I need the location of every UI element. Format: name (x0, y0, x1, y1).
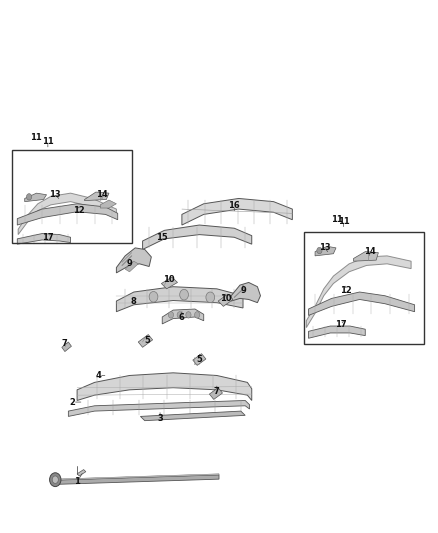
Circle shape (168, 312, 173, 318)
Circle shape (177, 312, 182, 318)
Polygon shape (53, 475, 219, 484)
Text: 14: 14 (364, 247, 375, 256)
Polygon shape (68, 400, 250, 416)
Circle shape (206, 292, 215, 303)
Text: 11: 11 (338, 217, 350, 226)
Polygon shape (209, 387, 223, 399)
Circle shape (180, 289, 188, 300)
Polygon shape (77, 470, 86, 476)
Text: 12: 12 (73, 206, 84, 215)
Polygon shape (162, 309, 204, 324)
Circle shape (194, 312, 200, 318)
Polygon shape (231, 282, 261, 303)
Polygon shape (125, 261, 138, 272)
Text: 15: 15 (156, 233, 168, 242)
Polygon shape (306, 256, 411, 328)
Polygon shape (193, 354, 206, 366)
Text: 7: 7 (214, 387, 220, 396)
Bar (304, 232, 424, 344)
Polygon shape (315, 246, 336, 256)
Polygon shape (53, 474, 219, 480)
Polygon shape (138, 335, 152, 348)
Text: 5: 5 (144, 336, 150, 345)
Text: 16: 16 (228, 201, 240, 210)
Text: 11: 11 (42, 137, 54, 146)
Polygon shape (77, 373, 252, 400)
Polygon shape (308, 292, 415, 316)
Text: 5: 5 (196, 355, 202, 364)
Text: 13: 13 (49, 190, 61, 199)
Polygon shape (25, 193, 46, 201)
Bar (12, 150, 132, 243)
Circle shape (52, 476, 58, 483)
Polygon shape (308, 326, 365, 338)
Text: 9: 9 (127, 260, 132, 268)
Polygon shape (182, 198, 292, 225)
Text: 4: 4 (96, 371, 102, 380)
Polygon shape (18, 193, 117, 235)
Text: 6: 6 (179, 312, 185, 321)
Text: 10: 10 (220, 294, 231, 303)
Text: 8: 8 (131, 296, 137, 305)
Text: 17: 17 (42, 233, 54, 242)
Text: 14: 14 (96, 190, 108, 199)
Text: 11: 11 (331, 215, 343, 224)
Text: 3: 3 (157, 414, 163, 423)
Polygon shape (62, 342, 71, 352)
Text: 12: 12 (340, 286, 351, 295)
Circle shape (186, 312, 191, 318)
Text: 9: 9 (240, 286, 246, 295)
Text: 11: 11 (30, 133, 42, 142)
Polygon shape (117, 287, 243, 312)
Text: 13: 13 (319, 244, 331, 253)
Circle shape (26, 193, 32, 200)
Circle shape (49, 473, 61, 487)
Polygon shape (141, 411, 245, 421)
Polygon shape (117, 248, 151, 273)
Polygon shape (17, 204, 118, 225)
Text: 17: 17 (335, 320, 346, 329)
Text: 7: 7 (61, 339, 67, 348)
Text: 1: 1 (74, 478, 80, 486)
Polygon shape (17, 233, 71, 244)
Polygon shape (353, 252, 378, 261)
Polygon shape (85, 192, 109, 200)
Circle shape (317, 247, 322, 254)
Text: 10: 10 (163, 275, 175, 284)
Polygon shape (161, 277, 177, 289)
Polygon shape (100, 200, 117, 208)
Polygon shape (143, 225, 252, 249)
Polygon shape (218, 294, 233, 306)
Circle shape (149, 292, 158, 302)
Text: 2: 2 (70, 398, 76, 407)
